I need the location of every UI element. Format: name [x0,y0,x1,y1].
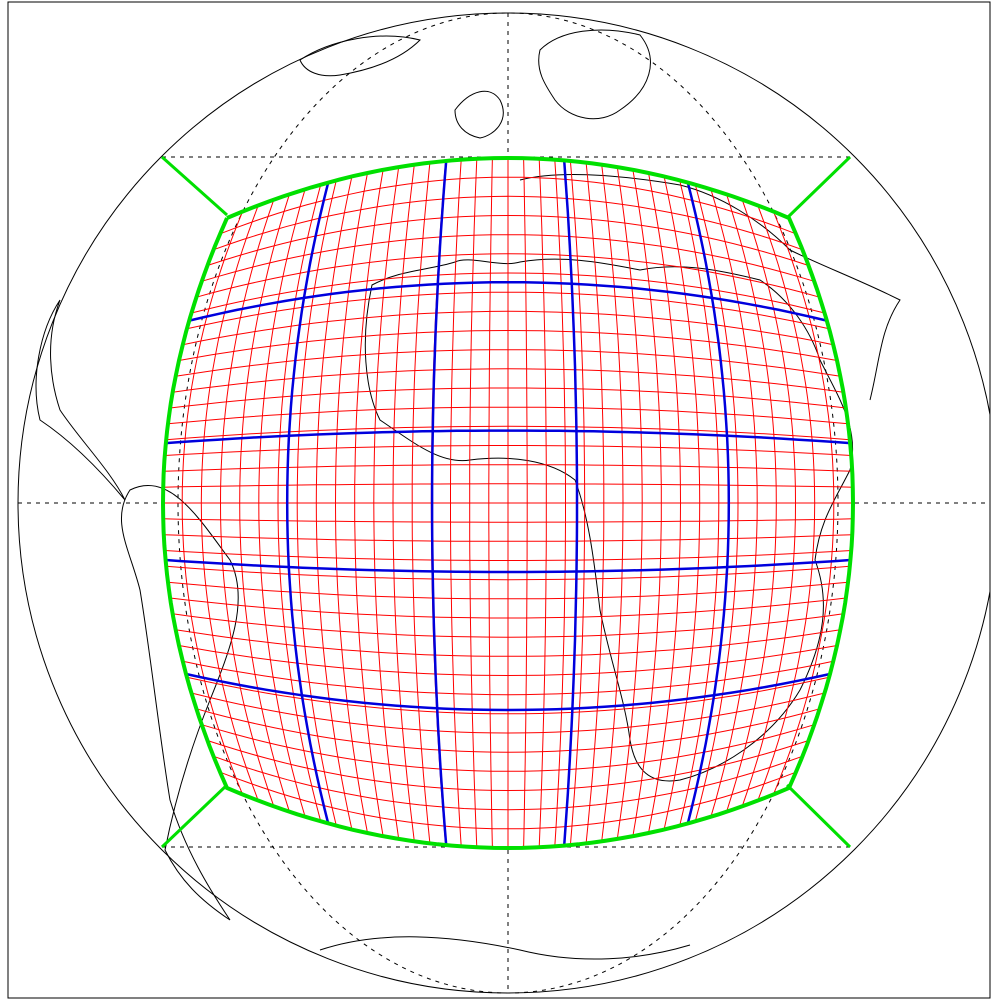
grid-row [191,692,825,734]
grid-column [741,199,797,807]
grid-column [726,194,777,812]
coastlines [35,29,901,960]
major-row [185,672,831,712]
antarctica-coast [319,936,691,960]
mediterranean-coast [519,174,901,401]
connector [160,783,229,849]
grid-row [201,724,815,772]
grid-row [219,771,797,830]
major-column [285,182,330,824]
major-column [686,182,731,824]
box-connectors [160,155,852,849]
major-column [562,160,579,846]
scandinavia [538,29,651,120]
connector [785,155,852,220]
major-column [430,160,448,846]
major-row [165,558,851,574]
globe [17,12,990,994]
greenland-coast [299,35,421,77]
grid-row [207,740,809,792]
major-row [188,280,828,322]
connector [161,155,228,217]
grid [160,155,856,851]
major-row [165,429,851,445]
grid-column [772,211,835,795]
connector [785,783,852,849]
frame [7,1,991,999]
grid-column [757,205,816,801]
south-america [121,484,239,921]
british-isles [454,90,504,139]
grid-column [710,189,758,817]
central-america [35,299,126,501]
grid-row [196,708,820,753]
grid-row [213,755,803,811]
